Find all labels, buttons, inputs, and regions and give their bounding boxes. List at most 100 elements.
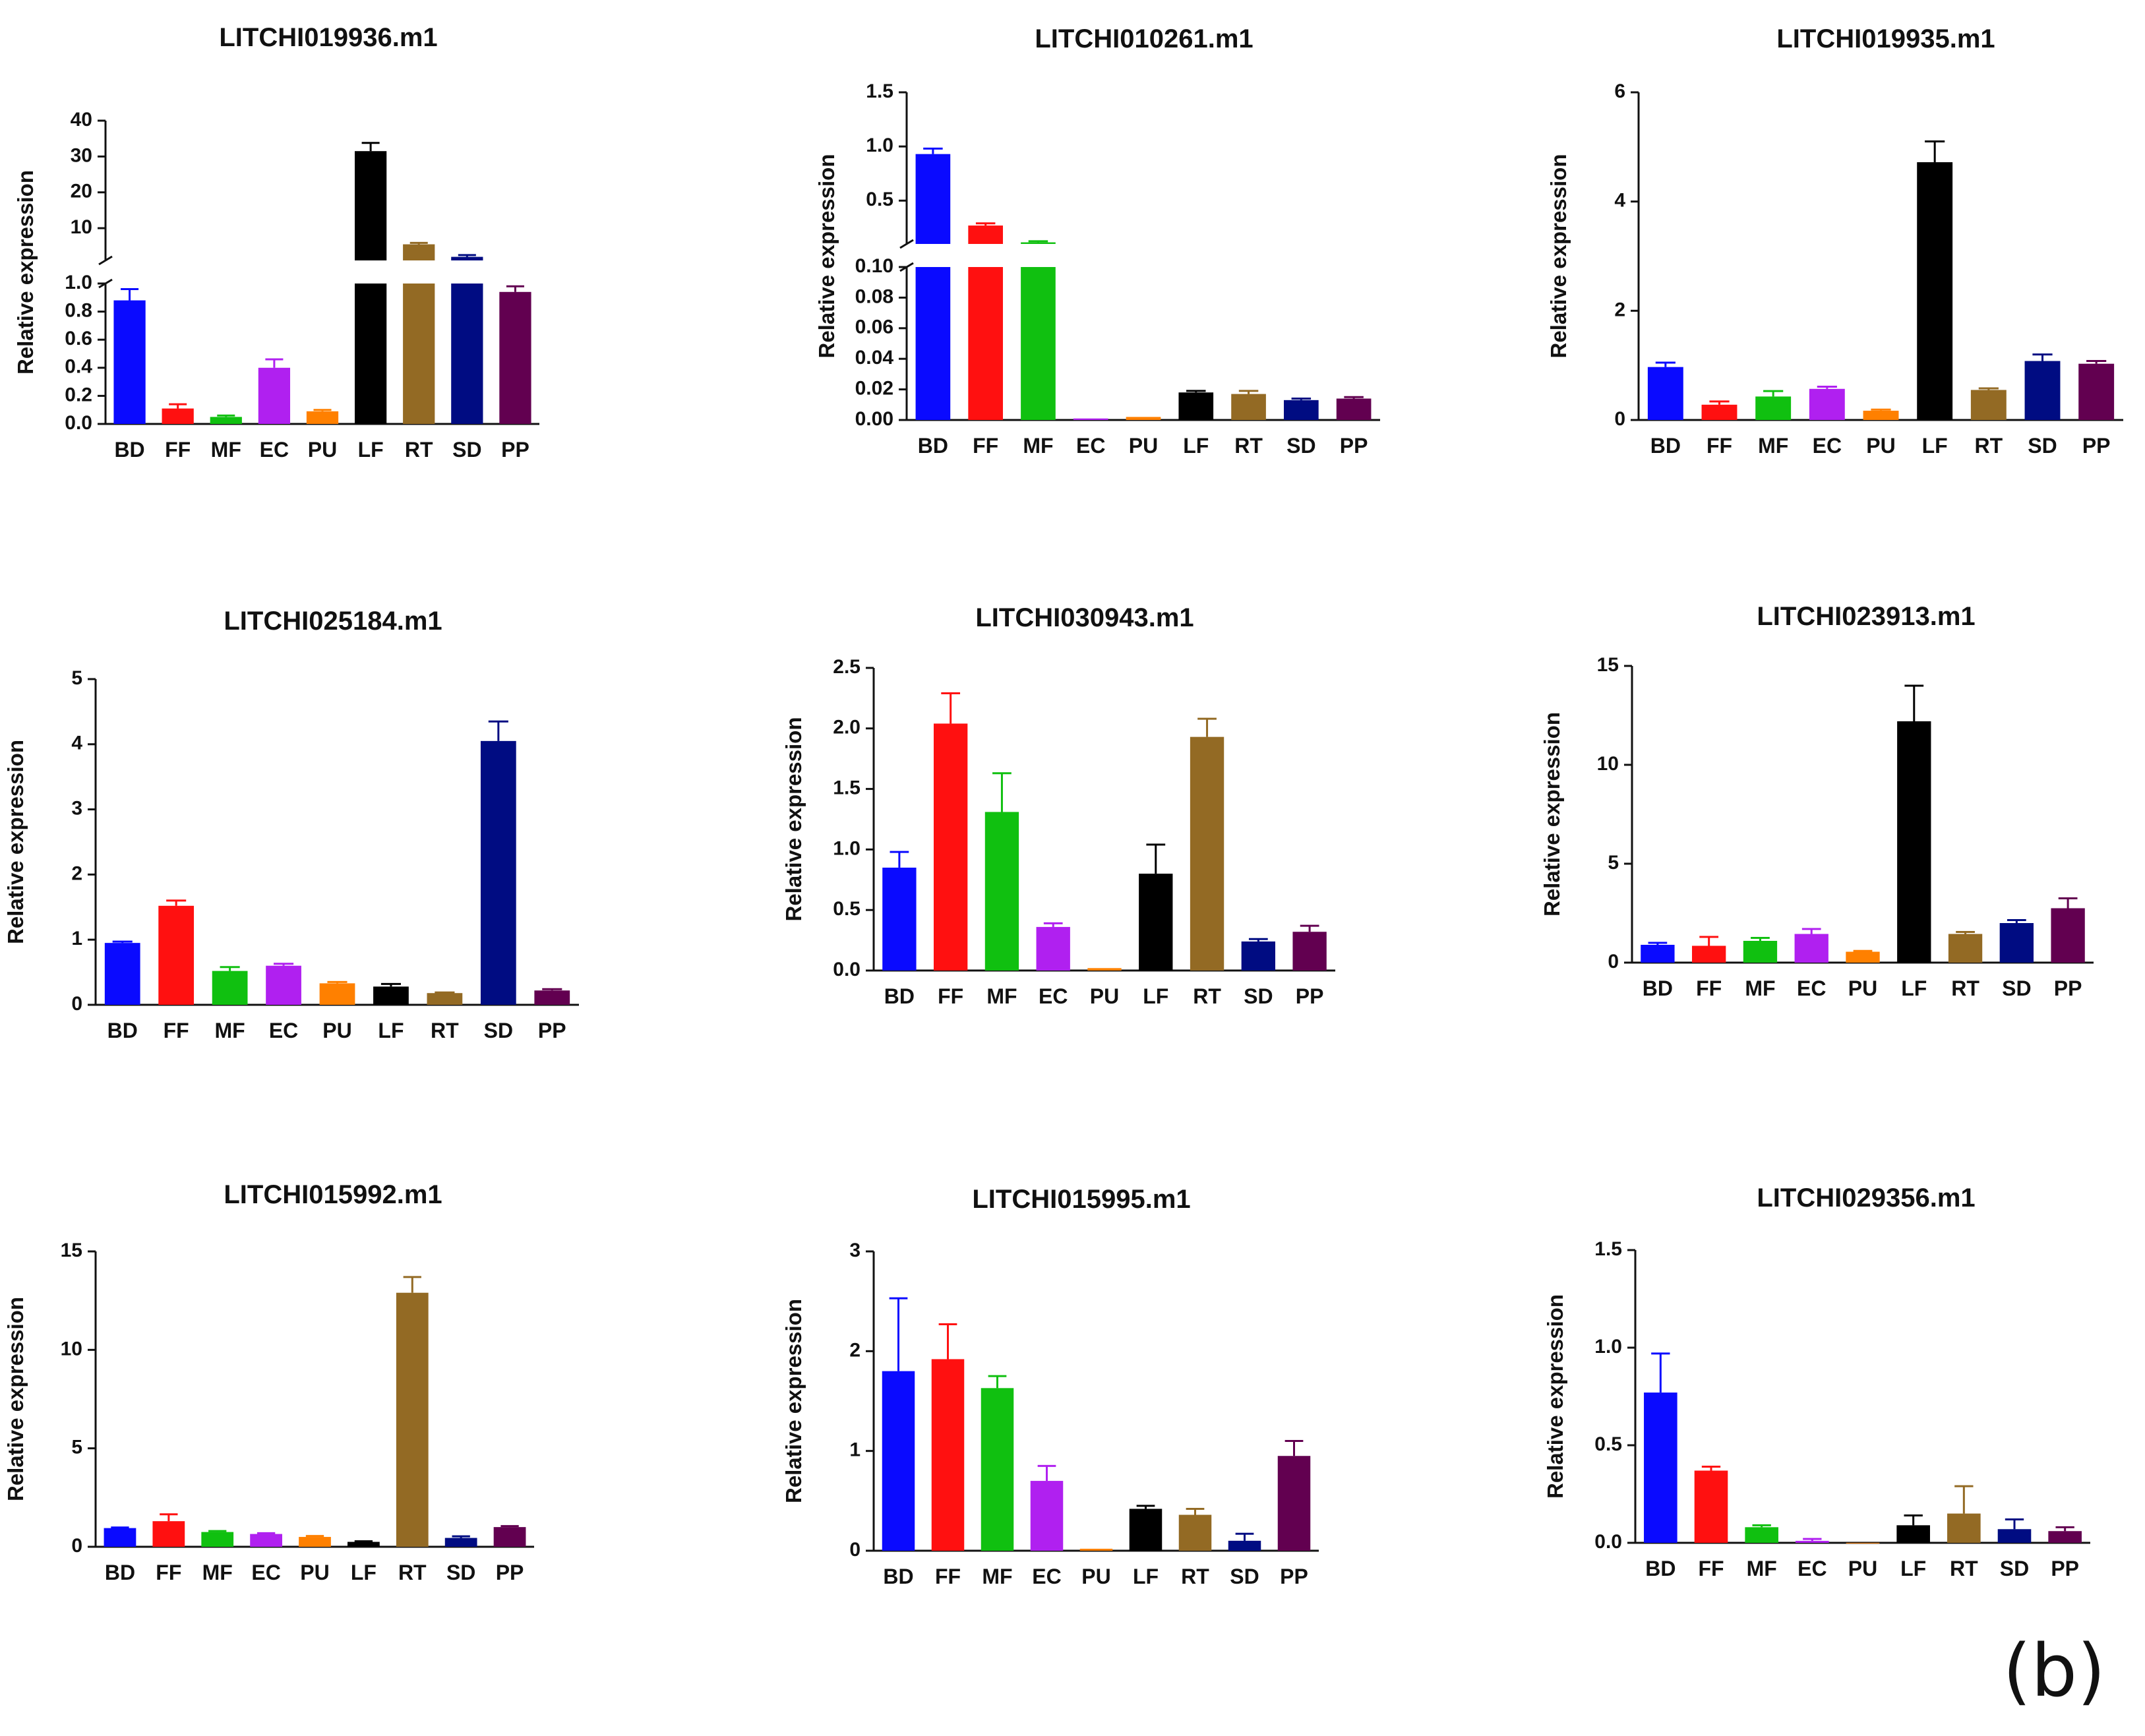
y-tick-label: 15 xyxy=(1597,654,1619,676)
chart-title: LITCHI030943.m1 xyxy=(975,603,1193,632)
chart-title: LITCHI015995.m1 xyxy=(972,1185,1190,1214)
bar-pu xyxy=(1846,951,1880,963)
x-tick-label: MF xyxy=(211,438,241,462)
bar-rt xyxy=(1231,394,1266,420)
x-tick-label: BD xyxy=(918,434,948,458)
y-axis-label: Relative expression xyxy=(781,717,806,922)
y-tick-label: 0.00 xyxy=(855,408,893,430)
y-tick-label: 2.0 xyxy=(833,717,861,738)
bar-rt xyxy=(1178,1514,1212,1551)
y-axis-label: Relative expression xyxy=(1540,712,1564,916)
y-tick-label: 0 xyxy=(1608,951,1619,973)
y-tick-label: 2 xyxy=(1614,299,1625,320)
bar-mf xyxy=(981,1388,1014,1551)
y-tick-label: 0.5 xyxy=(833,898,861,920)
y-tick-label: 1.0 xyxy=(833,837,861,859)
chart-9: LITCHI029356.m1 0.0 0.5 1.0 1.5 Relative expr… xyxy=(1543,1183,2090,1580)
bar-pu xyxy=(1087,968,1122,971)
x-tick-label: FF xyxy=(156,1561,181,1584)
y-tick-label: 5 xyxy=(71,667,82,689)
bar-rt-upper xyxy=(403,244,435,260)
bar-ec xyxy=(1809,388,1845,420)
y-tick-label: 1.5 xyxy=(833,777,861,799)
chart-title: LITCHI029356.m1 xyxy=(1757,1183,1975,1212)
bar-pp xyxy=(1277,1456,1311,1551)
bar-mf xyxy=(1743,941,1778,963)
bar-pp xyxy=(1336,398,1372,420)
x-tick-label: PP xyxy=(2082,434,2111,458)
y-tick-label: 0.08 xyxy=(855,285,893,307)
bar-bd xyxy=(882,1371,915,1551)
x-tick-label: FF xyxy=(935,1565,961,1588)
bar-ec xyxy=(1036,926,1070,971)
x-tick-label: RT xyxy=(1193,984,1221,1008)
bar-ff xyxy=(1692,945,1726,963)
chart-title: LITCHI010261.m1 xyxy=(1035,24,1253,53)
y-tick-label: 0.02 xyxy=(855,378,893,400)
x-tick-label: FF xyxy=(1698,1557,1724,1580)
y-tick-label: 0.8 xyxy=(65,300,92,322)
bar-pu xyxy=(1863,410,1899,420)
bar-ec xyxy=(1794,934,1828,963)
bar-sd-upper xyxy=(451,256,483,260)
x-tick-label: PU xyxy=(1848,1557,1877,1580)
x-tick-label: EC xyxy=(269,1019,298,1042)
y-tick-label: 2 xyxy=(849,1339,861,1361)
bar-ff xyxy=(1694,1470,1728,1543)
x-tick-label: FF xyxy=(1696,976,1722,1000)
y-tick-label: 1.0 xyxy=(866,135,893,156)
bar-mf xyxy=(1745,1527,1778,1543)
y-tick-label: 0.0 xyxy=(1594,1531,1622,1553)
y-tick-label: 2 xyxy=(71,862,82,884)
x-tick-label: SD xyxy=(2028,434,2057,458)
chart-8: LITCHI015995.m1 0 1 2 3 Relative expression BD… xyxy=(781,1185,1319,1588)
chart-7: LITCHI015992.m1 0 5 10 15 Relative expression… xyxy=(3,1180,534,1584)
bar-pp xyxy=(499,291,531,424)
bar-mf xyxy=(201,1532,234,1547)
x-tick-label: BD xyxy=(105,1561,135,1584)
bar-lf xyxy=(1139,874,1173,971)
x-tick-label: RT xyxy=(1951,976,1979,1000)
x-tick-label: FF xyxy=(164,1019,189,1042)
x-tick-label: PP xyxy=(538,1019,566,1042)
y-tick-label: 0.5 xyxy=(866,189,893,210)
bar-mf xyxy=(1755,396,1792,420)
bar-rt xyxy=(396,1292,429,1547)
bar-bd xyxy=(882,867,917,971)
bar-lf xyxy=(347,1541,380,1547)
y-tick-label: 2.5 xyxy=(833,656,861,678)
chart-1: LITCHI019936.m1 0.0 0.2 0.4 0.6 0.8 1.0 10 20 30 4… xyxy=(13,23,539,462)
bar-bd xyxy=(113,300,146,424)
x-tick-label: LF xyxy=(1922,434,1948,458)
x-tick-label: EC xyxy=(260,438,289,462)
bar-ff-lower xyxy=(968,267,1003,420)
bar-mf xyxy=(212,971,248,1005)
y-tick-label: 0 xyxy=(71,993,82,1015)
x-tick-label: SD xyxy=(1230,1565,1259,1588)
bar-sd xyxy=(480,740,516,1005)
bar-sd xyxy=(1997,1529,2032,1543)
x-tick-label: SD xyxy=(1286,434,1315,458)
x-tick-label: EC xyxy=(1813,434,1842,458)
y-tick-label: 0.10 xyxy=(855,255,893,277)
x-tick-label: MF xyxy=(982,1565,1012,1588)
y-tick-label: 6 xyxy=(1614,80,1625,102)
y-tick-label: 3 xyxy=(849,1240,861,1261)
chart-title: LITCHI019936.m1 xyxy=(219,23,437,52)
y-axis-label: Relative expression xyxy=(781,1299,806,1503)
bar-lf xyxy=(373,986,409,1005)
y-tick-label: 0 xyxy=(849,1539,861,1561)
bar-ec xyxy=(250,1534,282,1547)
bar-pp xyxy=(2048,1531,2082,1543)
bar-ec xyxy=(266,965,301,1005)
x-tick-label: SD xyxy=(452,438,481,462)
x-tick-label: EC xyxy=(1797,976,1826,1000)
bar-sd xyxy=(2024,361,2061,420)
y-tick-label: 0.04 xyxy=(855,347,894,369)
chart-title: LITCHI019935.m1 xyxy=(1776,24,1995,53)
bar-ec xyxy=(1796,1541,1829,1543)
x-tick-label: LF xyxy=(1183,434,1209,458)
x-tick-label: FF xyxy=(165,438,191,462)
y-tick-label: 1.0 xyxy=(65,272,92,293)
y-tick-label: 10 xyxy=(61,1338,82,1360)
